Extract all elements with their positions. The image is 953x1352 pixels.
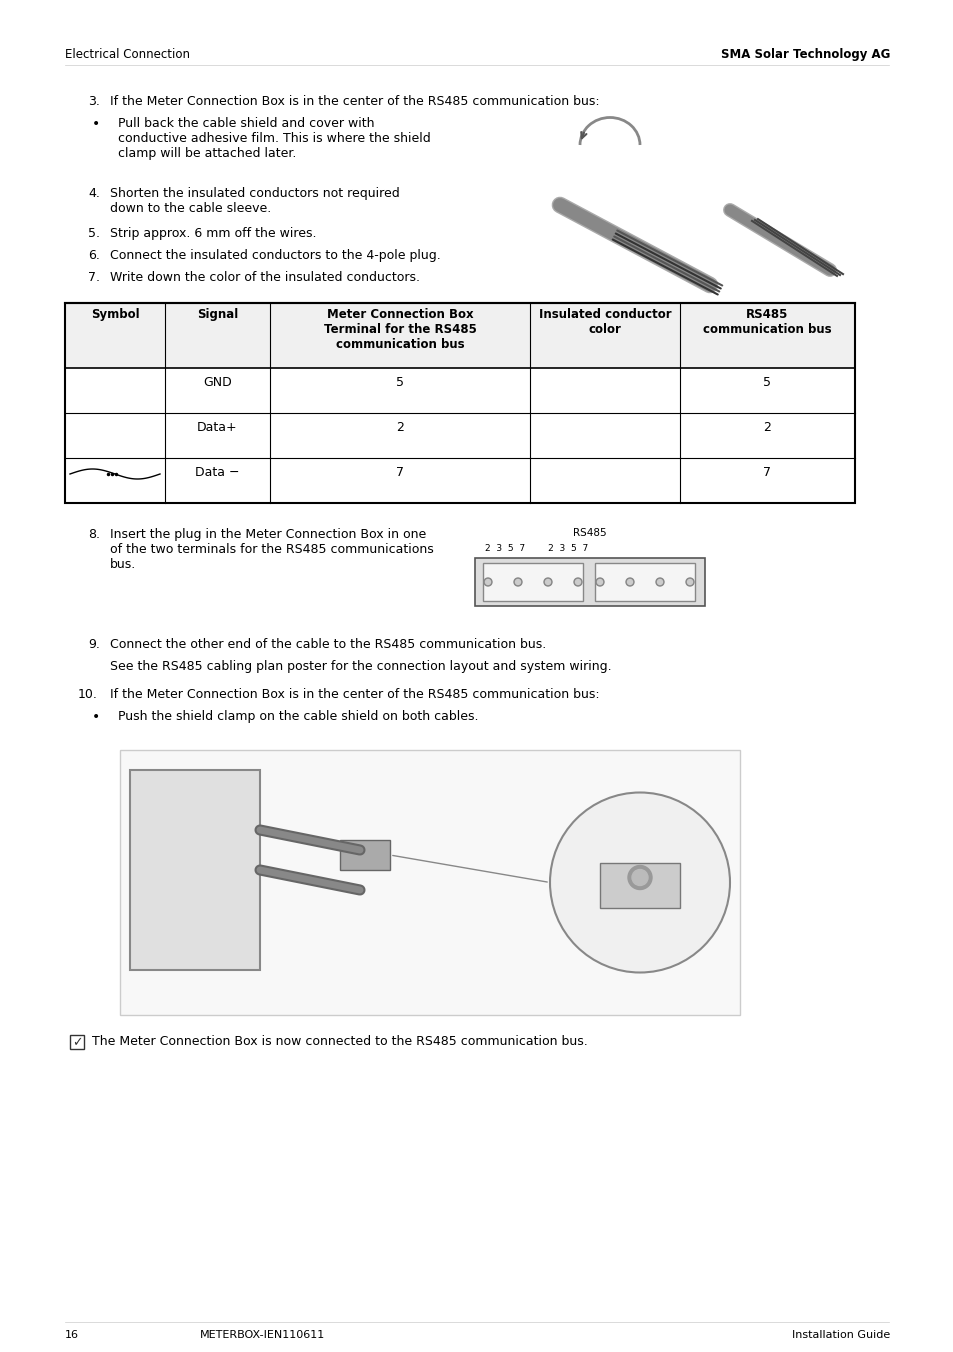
Text: GND: GND — [203, 376, 232, 389]
Circle shape — [574, 579, 581, 585]
Text: 4.: 4. — [88, 187, 100, 200]
Text: 2  3  5  7        2  3  5  7: 2 3 5 7 2 3 5 7 — [484, 544, 588, 553]
Circle shape — [483, 579, 492, 585]
Text: 8.: 8. — [88, 529, 100, 541]
Text: Push the shield clamp on the cable shield on both cables.: Push the shield clamp on the cable shiel… — [118, 710, 478, 723]
Bar — [65, 303, 854, 503]
Circle shape — [687, 580, 692, 584]
Circle shape — [545, 580, 550, 584]
Text: 3.: 3. — [88, 95, 100, 108]
Circle shape — [596, 579, 603, 585]
Text: 2: 2 — [762, 420, 771, 434]
Text: Strip approx. 6 mm off the wires.: Strip approx. 6 mm off the wires. — [110, 227, 316, 241]
FancyBboxPatch shape — [65, 303, 854, 368]
Bar — [482, 562, 582, 602]
Text: Electrical Connection: Electrical Connection — [65, 49, 190, 61]
Text: 7.: 7. — [88, 270, 100, 284]
Text: The Meter Connection Box is now connected to the RS485 communication bus.: The Meter Connection Box is now connecte… — [91, 1036, 587, 1048]
Text: 16: 16 — [65, 1330, 79, 1340]
Text: 6.: 6. — [88, 249, 100, 262]
Text: RS485
communication bus: RS485 communication bus — [702, 308, 831, 337]
Text: Installation Guide: Installation Guide — [791, 1330, 889, 1340]
Text: 7: 7 — [762, 466, 771, 479]
Circle shape — [656, 579, 663, 585]
Text: 7: 7 — [395, 466, 403, 479]
Bar — [475, 558, 704, 606]
Text: If the Meter Connection Box is in the center of the RS485 communication bus:: If the Meter Connection Box is in the ce… — [110, 95, 599, 108]
Bar — [339, 840, 390, 869]
Text: 2: 2 — [395, 420, 403, 434]
Text: RS485: RS485 — [573, 529, 606, 538]
Text: Pull back the cable shield and cover with
conductive adhesive film. This is wher: Pull back the cable shield and cover wit… — [118, 118, 431, 160]
Text: METERBOX-IEN110611: METERBOX-IEN110611 — [200, 1330, 325, 1340]
Text: 9.: 9. — [88, 638, 100, 652]
Text: Data+: Data+ — [197, 420, 237, 434]
Text: 10.: 10. — [78, 688, 98, 700]
Text: Insert the plug in the Meter Connection Box in one
of the two terminals for the : Insert the plug in the Meter Connection … — [110, 529, 434, 571]
Text: 5: 5 — [395, 376, 403, 389]
Text: •: • — [91, 118, 100, 131]
Bar — [595, 562, 695, 602]
Text: Insulated conductor
color: Insulated conductor color — [538, 308, 671, 337]
Circle shape — [627, 865, 651, 890]
Text: Write down the color of the insulated conductors.: Write down the color of the insulated co… — [110, 270, 419, 284]
Bar — [120, 750, 740, 1015]
Circle shape — [485, 580, 490, 584]
Circle shape — [514, 579, 521, 585]
Circle shape — [597, 580, 602, 584]
Text: •: • — [91, 710, 100, 725]
Text: See the RS485 cabling plan poster for the connection layout and system wiring.: See the RS485 cabling plan poster for th… — [110, 660, 611, 673]
Text: If the Meter Connection Box is in the center of the RS485 communication bus:: If the Meter Connection Box is in the ce… — [110, 688, 599, 700]
Bar — [130, 771, 260, 969]
Text: 5.: 5. — [88, 227, 100, 241]
Bar — [70, 1036, 84, 1049]
Text: 5: 5 — [762, 376, 771, 389]
Text: Connect the insulated conductors to the 4-pole plug.: Connect the insulated conductors to the … — [110, 249, 440, 262]
Text: Meter Connection Box
Terminal for the RS485
communication bus: Meter Connection Box Terminal for the RS… — [323, 308, 476, 352]
Text: Shorten the insulated conductors not required
down to the cable sleeve.: Shorten the insulated conductors not req… — [110, 187, 399, 215]
Circle shape — [575, 580, 579, 584]
Circle shape — [625, 579, 634, 585]
Circle shape — [657, 580, 661, 584]
Circle shape — [685, 579, 693, 585]
Text: Data −: Data − — [195, 466, 239, 479]
Circle shape — [543, 579, 552, 585]
Text: Connect the other end of the cable to the RS485 communication bus.: Connect the other end of the cable to th… — [110, 638, 546, 652]
Circle shape — [550, 792, 729, 972]
Bar — [599, 863, 679, 907]
Circle shape — [627, 580, 632, 584]
Text: SMA Solar Technology AG: SMA Solar Technology AG — [720, 49, 889, 61]
Text: Signal: Signal — [196, 308, 238, 320]
Circle shape — [515, 580, 520, 584]
Circle shape — [631, 869, 647, 886]
Text: Symbol: Symbol — [91, 308, 139, 320]
Text: ✓: ✓ — [71, 1036, 82, 1049]
